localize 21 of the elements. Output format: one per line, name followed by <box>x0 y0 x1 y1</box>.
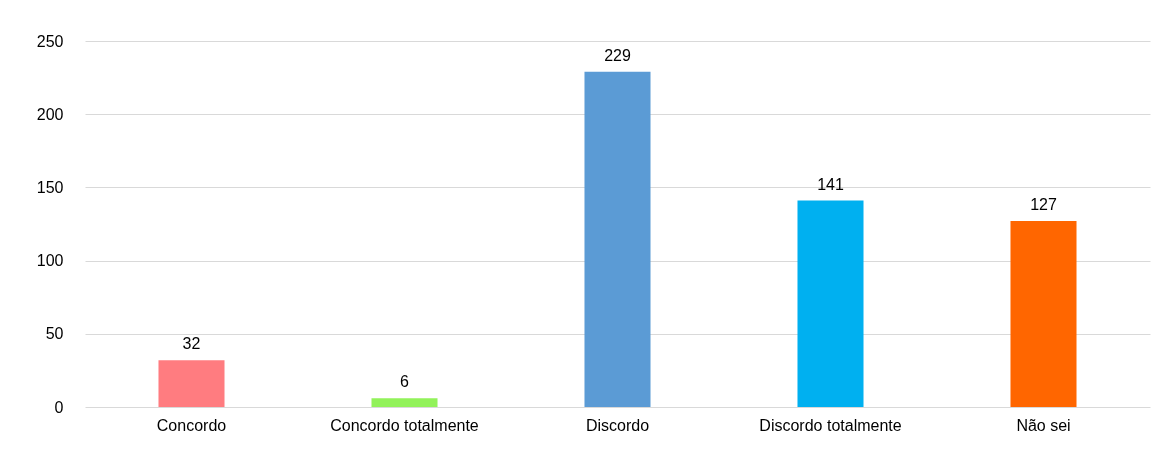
bar <box>797 200 864 407</box>
y-tick-label: 250 <box>36 32 64 50</box>
y-tick-label: 0 <box>54 398 64 416</box>
x-tick-label: Concordo totalmente <box>330 416 479 434</box>
x-tick-label: Discordo <box>585 416 650 434</box>
x-tick-label: Não sei <box>1016 416 1071 434</box>
data-label: 32 <box>182 335 201 353</box>
y-tick-label: 100 <box>36 252 64 270</box>
bar <box>584 71 651 407</box>
x-tick-label: Concordo <box>156 416 227 434</box>
x-tick-label: Discordo totalmente <box>759 416 902 434</box>
data-label: 229 <box>604 46 631 64</box>
bar <box>371 398 438 407</box>
bar <box>158 360 225 407</box>
data-label: 141 <box>817 175 844 193</box>
y-tick-label: 200 <box>36 105 64 123</box>
y-tick-label: 150 <box>36 178 64 196</box>
data-label: 127 <box>1030 196 1057 214</box>
y-tick-label: 50 <box>45 325 64 343</box>
data-label: 6 <box>400 373 410 391</box>
bar <box>1010 221 1077 407</box>
